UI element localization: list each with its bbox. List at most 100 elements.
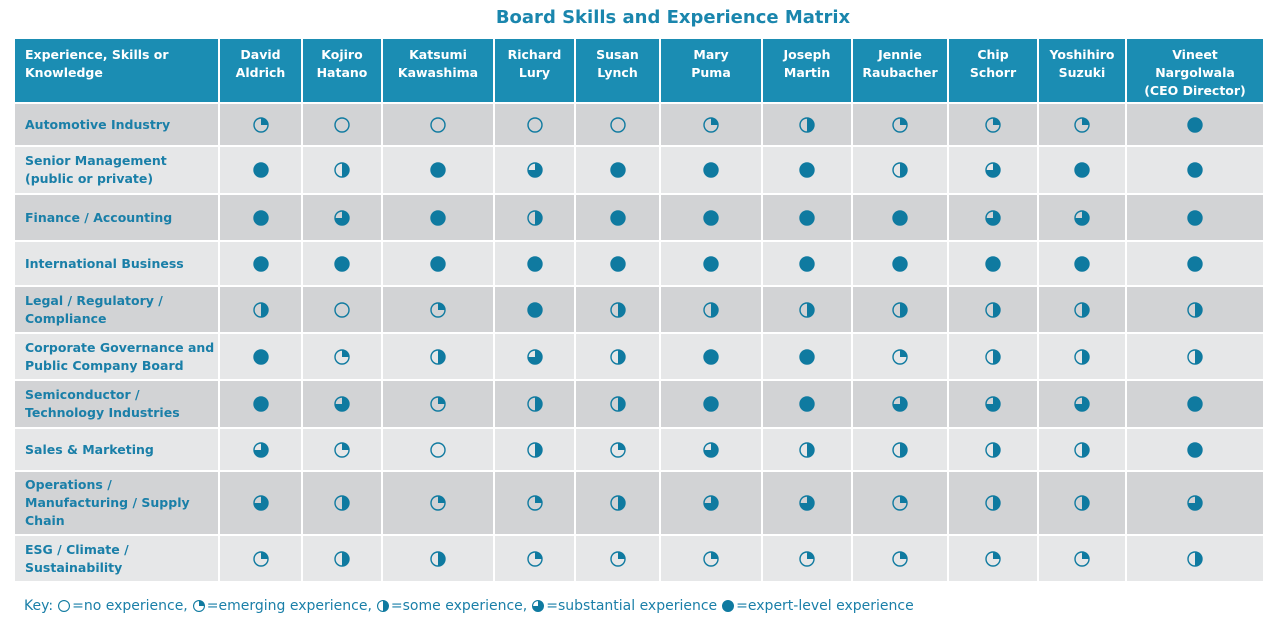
ball-fill [527, 302, 542, 317]
harvey-ball [799, 495, 815, 511]
table-row: International Business [13, 240, 1265, 287]
ball-outline [376, 600, 389, 612]
harvey-ball [609, 162, 626, 178]
harvey-ball [1187, 495, 1203, 511]
rating-cell [947, 285, 1039, 334]
harvey-ball [985, 495, 1001, 511]
ball-fill [986, 397, 1000, 411]
rating-cell [659, 534, 763, 583]
rating-cell [218, 285, 303, 334]
harvey-ball [334, 116, 350, 133]
harvey-ball [985, 209, 1001, 226]
ball-fill [704, 442, 718, 457]
rating-cell [947, 534, 1039, 583]
ball-fill [1082, 551, 1089, 559]
row-label: International Business [13, 240, 220, 287]
harvey-ball [430, 550, 446, 567]
rating-cell [761, 332, 853, 381]
rating-cell [1037, 240, 1127, 287]
harvey-ball [1074, 550, 1090, 567]
harvey-ball [334, 550, 350, 567]
ball-fill [431, 256, 445, 271]
rating-cell [218, 534, 303, 583]
rating-cell [1125, 470, 1265, 536]
rating-cell [218, 145, 303, 195]
rating-cell [761, 240, 853, 287]
rating-cell [218, 379, 303, 429]
row-label: Finance / Accounting [13, 193, 220, 242]
harvey-ball [1074, 209, 1090, 226]
rating-cell [493, 470, 576, 536]
harvey-ball [985, 550, 1001, 567]
harvey-ball [1187, 396, 1203, 412]
harvey-ball [722, 600, 735, 612]
ball-outline [58, 600, 71, 612]
harvey-ball [252, 348, 269, 365]
rating-cell [1125, 427, 1265, 472]
ball-fill [993, 442, 1000, 457]
rating-cell [761, 534, 853, 583]
ball-fill [1082, 117, 1089, 125]
key-label: =expert-level experience [736, 598, 914, 614]
row-label: Corporate Governance and Public Company … [13, 332, 220, 381]
ball-fill [198, 600, 205, 606]
rating-cell [761, 102, 853, 147]
harvey-ball [985, 301, 1001, 318]
row-label: Legal / Regulatory / Compliance [13, 285, 220, 334]
harvey-ball [1187, 550, 1203, 567]
harvey-ball [1187, 441, 1203, 458]
harvey-ball [799, 396, 815, 412]
ball-outline [334, 116, 350, 133]
ball-fill [1082, 442, 1089, 457]
harvey-ball [985, 116, 1001, 133]
rating-cell [1037, 145, 1127, 195]
ball-fill [610, 210, 625, 225]
harvey-ball [609, 116, 626, 133]
harvey-ball [252, 441, 269, 458]
rating-cell [851, 145, 949, 195]
harvey-ball [985, 396, 1001, 412]
harvey-ball [1074, 396, 1090, 412]
ball-fill [711, 302, 718, 317]
harvey-ball [799, 116, 815, 133]
harvey-ball [252, 495, 269, 511]
rating-cell [761, 470, 853, 536]
ball-fill [1188, 496, 1202, 510]
harvey-ball [526, 550, 543, 567]
ball-fill [1075, 256, 1089, 271]
column-header: Joseph Martin [761, 37, 853, 104]
rating-cell [493, 379, 576, 429]
harvey-ball [526, 396, 543, 412]
rating-cell [1125, 534, 1265, 583]
rating-cell [851, 193, 949, 242]
rating-cell [1125, 193, 1265, 242]
rating-cell [1037, 427, 1127, 472]
table-row: ESG / Climate / Sustainability [13, 534, 1265, 583]
rating-cell [659, 379, 763, 429]
rating-cell [218, 332, 303, 381]
harvey-ball [526, 441, 543, 458]
key-prefix: Key: [24, 598, 54, 614]
harvey-ball [532, 600, 545, 612]
rating-cell [301, 193, 383, 242]
harvey-ball [252, 301, 269, 318]
ball-fill [893, 256, 907, 271]
harvey-ball [1187, 209, 1203, 226]
row-label: Operations / Manufacturing / Supply Chai… [13, 470, 220, 536]
key: Key: =no experience, =emerging experience… [24, 598, 914, 614]
harvey-ball [430, 255, 446, 272]
rating-cell [659, 102, 763, 147]
harvey-ball [1187, 301, 1203, 318]
ball-fill [617, 397, 625, 411]
ball-fill [704, 496, 718, 510]
harvey-ball [892, 116, 908, 133]
ball-fill [993, 117, 1000, 125]
title: Board Skills and Experience Matrix [495, 7, 851, 28]
harvey-ball [252, 162, 269, 178]
ball-fill [1195, 302, 1202, 317]
ball-fill [807, 551, 814, 559]
ball-fill [1075, 163, 1089, 177]
harvey-ball [892, 301, 908, 318]
harvey-ball [430, 348, 446, 365]
ball-fill [800, 349, 814, 364]
